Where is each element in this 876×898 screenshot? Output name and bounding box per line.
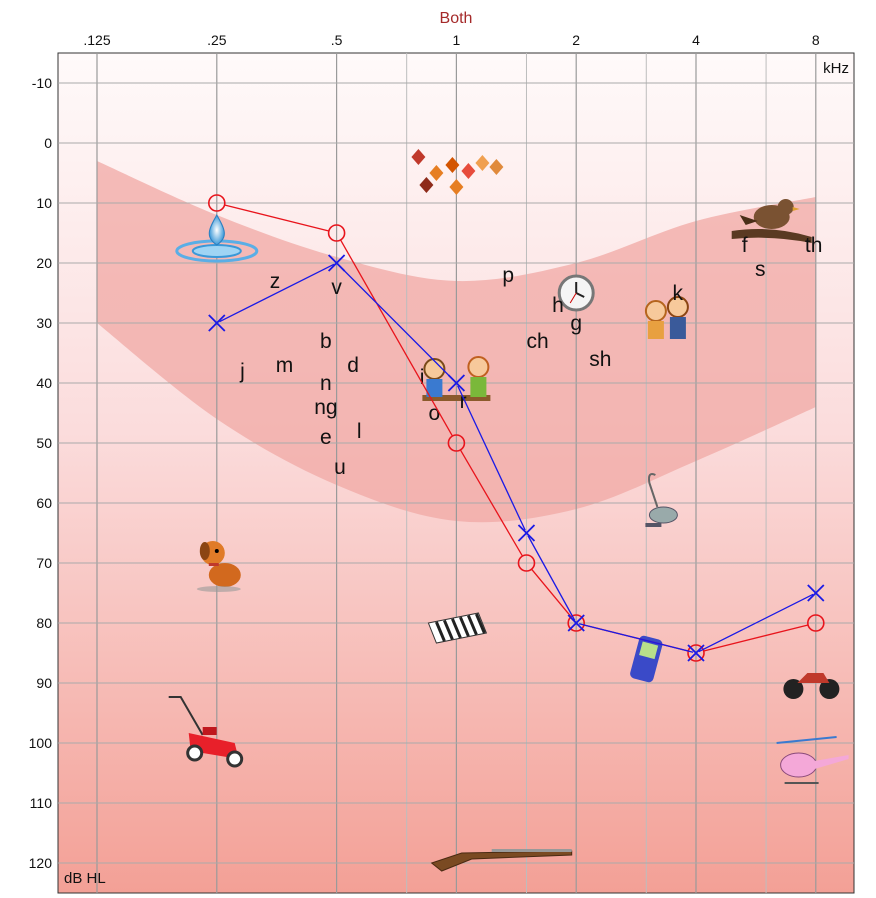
right-ear-marker [517,554,536,572]
y-tick-label: 70 [36,555,52,571]
x-tick-label: 8 [812,32,820,48]
dog-icon [196,541,241,592]
x-tick-labels: .125 .25 .5 1 2 4 8 [83,32,820,48]
children-talking-icon [644,296,689,339]
y-tick-label: 10 [36,195,52,211]
left-ear-series [208,254,825,662]
y-tick-label: 120 [29,855,53,871]
left-ear-marker [208,314,226,332]
y-tick-label: 110 [30,795,53,811]
cell-phone-icon [630,635,663,683]
series-segment [457,385,526,531]
sound-icons [168,149,849,872]
right-ear-marker [208,194,226,212]
x-tick-label: .25 [207,32,227,48]
y-tick-label: 30 [36,315,52,331]
chart-title: Both [440,10,473,27]
series-segment [703,624,809,652]
y-tick-label: -10 [32,75,52,91]
phoneme-label: o [428,402,440,425]
vacuum-cleaner-icon [645,473,678,527]
phoneme-label: k [673,282,684,305]
left-ear-marker [327,254,346,272]
left-ear-marker [567,614,585,632]
series-segment [338,264,455,382]
right-ear-marker [567,614,586,632]
x-unit-label: kHz [823,60,849,77]
phoneme-label: m [276,354,294,377]
phoneme-label: z [270,270,281,293]
x-tick-label: .5 [331,32,343,48]
phoneme-label: g [570,312,582,335]
phoneme-label: v [331,276,342,299]
phoneme-label: d [347,354,359,377]
phoneme-label: p [502,264,514,287]
y-tick-label: 60 [36,495,52,511]
series-segment [459,449,524,557]
x-tick-label: 4 [692,32,700,48]
phoneme-label: l [357,420,362,443]
series-segment [339,239,454,437]
y-tick-label: 50 [36,435,52,451]
clock-icon [557,274,595,312]
phoneme-label: b [320,330,332,353]
left-ear-marker [447,374,466,392]
y-tick-label: 80 [36,615,52,631]
y-tick-label: 100 [29,735,53,751]
y-tick-label: 0 [44,135,52,151]
y-tick-labels: -10 0 10 20 30 40 50 60 70 80 90 100 110 120 [29,75,53,871]
leaves-icon [411,149,504,195]
phoneme-label: u [334,456,346,479]
motorcycle-icon [783,673,840,699]
phoneme-label: th [805,234,823,257]
phoneme-label: e [320,426,332,449]
phoneme-label: r [460,390,467,413]
rifle-icon [430,849,573,872]
phoneme-label: n [320,372,332,395]
phoneme-label: ch [527,330,549,353]
y-tick-label: 90 [36,675,52,691]
y-unit-label: dB HL [64,870,106,887]
y-tick-label: 40 [36,375,52,391]
series-segment [531,568,572,618]
phoneme-label: f [742,234,748,257]
phoneme-label: i [420,366,425,389]
data-series [208,194,825,662]
bird-icon [731,199,812,243]
right-ear-marker [447,434,466,452]
left-ear-marker [807,584,825,602]
grid-lines [58,53,854,893]
phoneme-label: s [755,258,766,281]
series-segment [698,593,814,653]
phoneme-label: h [552,294,564,317]
x-tick-label: .125 [83,32,110,48]
right-ear-marker [687,644,705,662]
x-tick-label: 1 [453,32,461,48]
right-ear-marker [806,614,825,632]
phoneme-label: j [239,360,245,383]
x-tick-label: 2 [572,32,580,48]
phoneme-label: sh [589,348,611,371]
series-segment [219,263,335,323]
right-ear-marker [327,224,346,242]
phoneme-label: ng [314,396,337,419]
piano-icon [427,612,488,644]
series-segment [527,535,576,621]
lawn-mower-icon [168,696,244,768]
helicopter-icon [776,736,849,784]
two-people-talking-icon [422,356,491,401]
left-ear-marker [687,644,705,662]
series-segment [578,623,694,653]
left-ear-marker [517,524,536,542]
series-segment [224,204,329,232]
y-tick-label: 20 [36,255,52,271]
water-drip-icon [175,213,259,263]
